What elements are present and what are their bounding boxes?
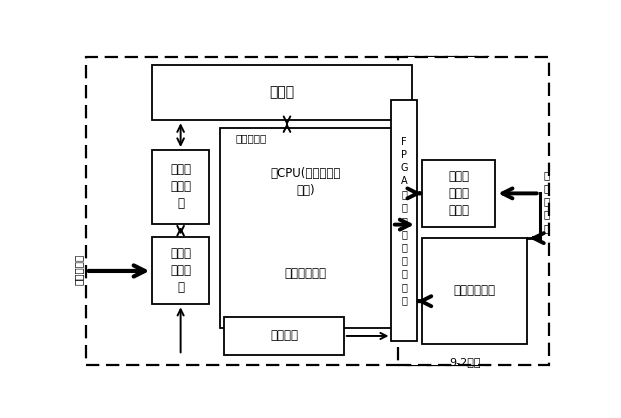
FancyBboxPatch shape (152, 65, 412, 120)
Text: 恒温晶振: 恒温晶振 (270, 329, 298, 342)
Text: 模
拟
量
输
入: 模 拟 量 输 入 (544, 170, 550, 233)
FancyBboxPatch shape (224, 317, 344, 355)
Text: 9-2报文: 9-2报文 (450, 357, 481, 367)
Text: 主CPU(嵌入式操作
系统): 主CPU(嵌入式操作 系统) (271, 167, 341, 197)
Text: 模拟量
转换模
块: 模拟量 转换模 块 (170, 247, 191, 294)
FancyBboxPatch shape (86, 56, 487, 365)
Text: 暂态模
拟量采
集前置: 暂态模 拟量采 集前置 (448, 170, 469, 217)
Text: 模拟量
采集板
卡: 模拟量 采集板 卡 (170, 163, 191, 210)
FancyBboxPatch shape (152, 150, 209, 224)
FancyBboxPatch shape (152, 237, 209, 304)
Text: F
P
G
A
控
制
的
报
文
检
测
模
块: F P G A 控 制 的 报 文 检 测 模 块 (401, 137, 408, 305)
FancyBboxPatch shape (391, 100, 417, 342)
FancyBboxPatch shape (397, 56, 549, 365)
Text: 上位机: 上位机 (270, 86, 295, 99)
Text: 上位机接口: 上位机接口 (235, 134, 266, 144)
FancyBboxPatch shape (422, 238, 527, 344)
Text: 模拟量输入: 模拟量输入 (74, 253, 84, 285)
FancyBboxPatch shape (422, 160, 496, 227)
Text: 报文控制模块: 报文控制模块 (285, 267, 327, 280)
Text: 被试合并单元: 被试合并单元 (453, 284, 495, 298)
FancyBboxPatch shape (220, 128, 392, 328)
